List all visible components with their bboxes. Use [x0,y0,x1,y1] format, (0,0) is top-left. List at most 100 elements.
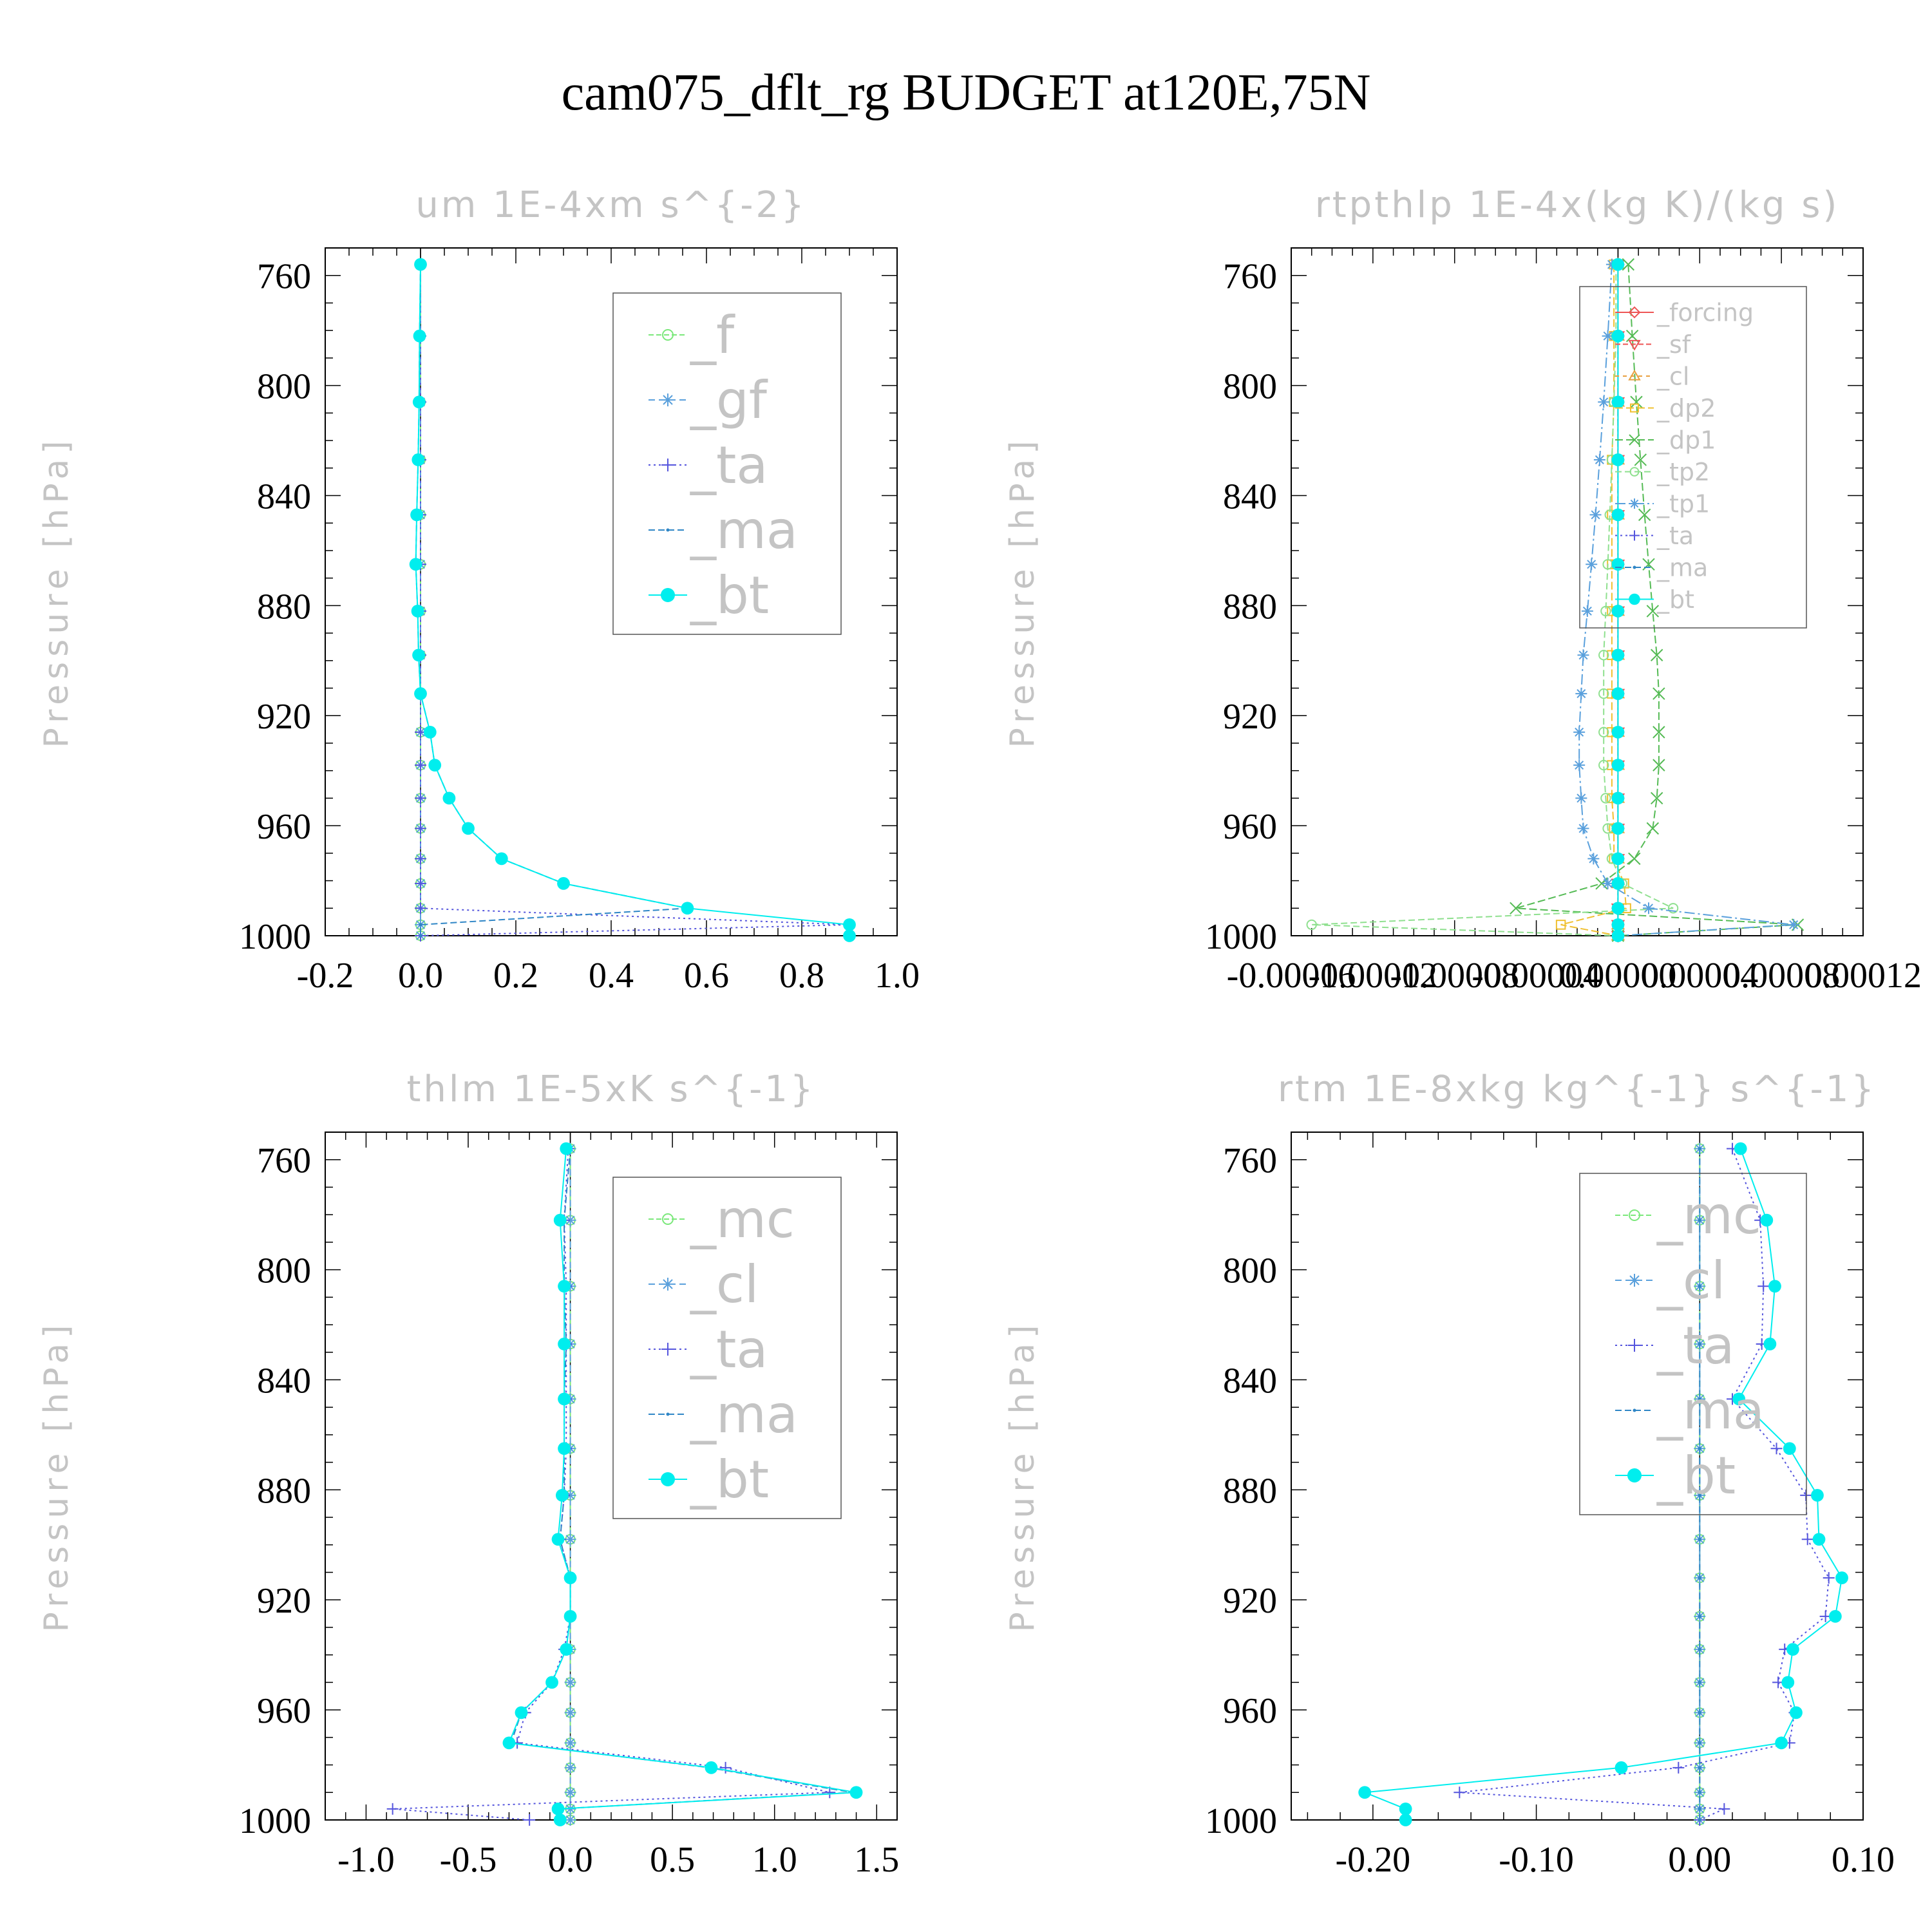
data-point [1646,822,1660,835]
data-point [1625,329,1639,343]
data-point [1698,1576,1701,1580]
x-tick-label: 0.8 [779,956,824,996]
series-line [1560,264,1627,936]
x-tick-label: 0.10 [1832,1840,1895,1880]
data-point [415,759,426,772]
data-point [1598,726,1609,738]
x-tick-label: 0.2 [493,956,538,996]
data-point [564,1707,576,1719]
data-point [558,1392,571,1406]
data-point [1575,792,1587,804]
data-point [1358,1786,1372,1799]
data-point [1788,918,1800,931]
data-point [705,1761,718,1774]
legend-label: _mc [690,1189,795,1249]
data-point [1611,759,1625,772]
y-tick-label: 960 [1223,1691,1277,1731]
legend-label: _dp2 [1656,394,1716,422]
legend-label: _cl [1656,362,1689,390]
data-point [1698,1342,1701,1346]
data-point [1698,1615,1701,1618]
data-point [560,1643,573,1656]
data-point [843,929,856,942]
data-point [412,453,425,466]
x-tick-label: 0.4 [589,956,634,996]
data-point [1823,1572,1835,1584]
legend-marker [1628,306,1641,319]
data-point [1783,1442,1796,1455]
y-tick-label: 1000 [1205,917,1277,957]
legend-marker [1633,1408,1636,1412]
y-tick-label: 840 [257,477,311,516]
data-point [1800,1489,1812,1501]
data-point [564,1803,576,1815]
data-point [419,923,422,927]
legend-label: _forcing [1656,298,1754,327]
data-point [1634,453,1647,466]
data-point [564,1489,576,1501]
legend-marker [666,1412,670,1416]
y-tick-label: 840 [1223,477,1277,516]
data-point [1757,1280,1770,1293]
legend-label: _ma [690,1385,798,1444]
data-point [1510,902,1522,914]
data-point [1593,453,1605,466]
data-point [1611,649,1625,662]
x-tick-label: 0.00004 [1641,956,1758,996]
data-point [1615,1761,1628,1774]
x-tick-label: -0.00008 [1390,956,1519,996]
panel-3: thlm 1E-5xK s^{-1} Pressure [hPa] 760 800 84… [37,1068,899,1880]
data-point [413,329,426,343]
data-point [1698,1397,1701,1401]
data-point [502,1736,516,1750]
data-point [1454,1786,1466,1799]
data-point [411,605,424,618]
data-point [1399,1814,1412,1826]
y-tick-label: 960 [257,807,311,847]
data-point [1646,605,1660,618]
data-point [1638,508,1651,522]
data-point [1577,649,1589,661]
panel-title: rtm 1E-8xkg kg^{-1} s^{-1} [1278,1068,1877,1110]
legend-marker [1628,1339,1641,1352]
y-tick-label: 960 [257,1691,311,1731]
data-point [1577,822,1589,835]
y-tick-label: 880 [257,587,311,627]
y-tick-label: 920 [1223,697,1277,737]
data-point [1611,852,1625,866]
y-tick-label: 880 [1223,587,1277,627]
legend-marker [1629,467,1640,477]
data-point [1611,929,1625,942]
legend-marker [661,588,675,602]
panel-4: rtm 1E-8xkg kg^{-1} s^{-1} Pressure [hPa]… [1003,1068,1895,1880]
x-tick-label: 0.5 [650,1840,695,1880]
series-line [1311,264,1674,936]
y-tick-label: 960 [1223,807,1277,847]
legend-label: _gf [690,370,768,430]
data-point [1581,605,1593,617]
data-point [1698,1680,1701,1684]
legend-marker [1629,1209,1640,1221]
data-point [1698,1818,1701,1822]
axes-frame [1291,247,1864,936]
data-point [1589,509,1602,521]
data-point [515,1706,528,1719]
legend: _forcing _sf _cl _dp2 _dp1 _tp2 _tp1 _ta _ma _bt [1579,286,1807,629]
panel-title: um 1E-4xm s^{-2} [415,184,806,226]
y-tick-label: 840 [1223,1361,1277,1401]
axes-frame [325,247,898,936]
data-point [1573,726,1586,738]
data-point [843,918,856,931]
legend-marker [661,393,674,406]
data-point [1598,396,1610,408]
data-point [564,1214,576,1226]
legend-label: _tp2 [1656,458,1710,486]
legend-marker [661,1472,675,1486]
series-ma [414,263,689,938]
legend-label: _ma [690,500,798,560]
data-point [1399,1803,1412,1815]
y-tick-label: 840 [257,1361,311,1401]
data-point [558,1338,571,1350]
x-tick-label: -0.2 [297,956,354,996]
series-tp2 [1306,259,1679,942]
